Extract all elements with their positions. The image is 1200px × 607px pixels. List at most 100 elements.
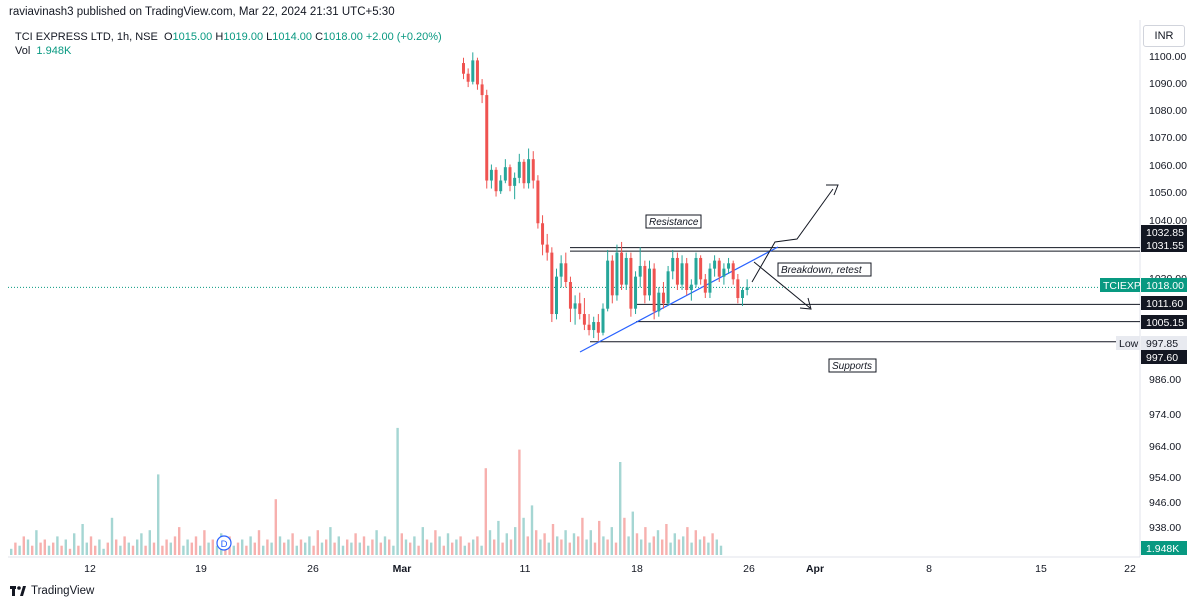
candle-body: [675, 257, 679, 285]
volume-bar: [417, 545, 420, 555]
low-tag-text: Low: [1119, 338, 1139, 350]
volume-bar: [333, 542, 336, 555]
price-tick-label: 964.00: [1149, 441, 1181, 453]
candle-body: [610, 260, 614, 296]
volume-bar: [249, 536, 252, 555]
price-tick-label: 1060.00: [1149, 160, 1187, 172]
candle-body: [527, 159, 531, 184]
annotation-text: Resistance: [649, 217, 699, 228]
price-label-level: [1141, 238, 1187, 252]
price-label-current: [1141, 278, 1187, 292]
high-value: 1019.00: [223, 31, 264, 43]
candle-body: [731, 263, 735, 280]
volume-bar: [316, 530, 319, 555]
volume-bar: [451, 542, 454, 555]
volume-bar: [396, 427, 399, 555]
candle-body: [703, 279, 707, 293]
volume-bar: [77, 545, 80, 555]
volume-bar: [14, 542, 17, 555]
high-label: H: [215, 31, 224, 43]
volume-bar: [31, 545, 34, 555]
tradingview-logo[interactable]: TradingView: [10, 585, 94, 597]
candle-body: [634, 276, 638, 309]
volume-bar: [421, 527, 424, 555]
volume-bar: [467, 542, 471, 555]
volume-bar: [148, 530, 151, 555]
symbol-description[interactable]: TCI EXPRESS LTD, 1h, NSE: [15, 31, 158, 43]
price-tick-label: 938.00: [1149, 522, 1181, 534]
time-tick-label: 22: [1124, 563, 1136, 575]
volume-bar: [589, 530, 592, 555]
volume-bar: [123, 536, 126, 555]
price-label-level: [1141, 315, 1187, 329]
volume-bar: [85, 542, 88, 555]
volume-bar: [530, 505, 534, 555]
time-tick-label: 19: [195, 563, 207, 575]
volume-bar: [547, 542, 550, 555]
volume-bar: [413, 536, 416, 555]
currency-button[interactable]: INR: [1143, 25, 1185, 47]
candle-body: [620, 252, 624, 285]
volume-bar: [10, 548, 13, 555]
close-label: C: [315, 31, 324, 43]
candle-body: [615, 252, 619, 296]
time-tick-label: 12: [84, 563, 96, 575]
volume-bar: [497, 520, 500, 555]
volume-bar: [522, 517, 525, 555]
open-value: 1015.00: [172, 31, 213, 43]
volume-bar: [358, 542, 361, 555]
ohlc-row: TCI EXPRESS LTD, 1h, NSE O1015.00 H1019.…: [15, 30, 442, 44]
candle-body: [592, 322, 596, 331]
price-tick-label: 1050.00: [1149, 187, 1187, 199]
candle-body: [475, 60, 479, 85]
price-label-text: 1011.60: [1146, 298, 1183, 310]
candle-body: [536, 180, 540, 224]
volume-bar: [476, 536, 479, 555]
price-tick-label: 954.00: [1149, 472, 1181, 484]
volume-bar: [73, 533, 76, 555]
volume-bar: [543, 533, 546, 555]
time-tick-label: 26: [743, 563, 755, 575]
annotation-box: [645, 214, 702, 229]
candle-body: [480, 84, 484, 96]
volume-bar: [505, 533, 508, 555]
volume-bar: [127, 542, 130, 555]
volume-bar: [455, 539, 458, 555]
bearish-projection-arrow: [753, 261, 811, 309]
volume-bar: [283, 542, 286, 555]
volume-bar: [43, 539, 46, 555]
volume-bar: [690, 542, 693, 555]
candle-body: [694, 257, 698, 285]
candle-body: [541, 223, 545, 245]
price-label-text: 1031.55: [1146, 240, 1184, 252]
volume-bar: [89, 536, 93, 555]
volume-bar: [199, 545, 202, 555]
volume-bar: [665, 524, 668, 555]
candle-body: [568, 281, 572, 309]
volume-bar: [241, 539, 244, 555]
volume-bar: [346, 539, 349, 555]
volume-bar: [262, 545, 265, 555]
candle-body: [582, 314, 586, 325]
volume-bar: [585, 539, 588, 555]
volume-bar: [329, 527, 332, 555]
volume-bar: [144, 545, 147, 555]
candle-body: [513, 177, 517, 186]
volume-bar: [526, 536, 529, 555]
candle-body: [462, 63, 465, 74]
volume-bar: [434, 530, 437, 555]
volume-bar: [47, 545, 51, 555]
tradingview-brand: TradingView: [31, 585, 95, 597]
candle-body: [722, 268, 726, 277]
volume-bar: [308, 536, 311, 555]
volume-bar: [341, 545, 345, 555]
volume-bar: [39, 542, 42, 555]
dividend-marker: [216, 535, 232, 551]
candle-body: [624, 257, 628, 285]
volume-bar: [110, 517, 114, 555]
volume-bar: [157, 474, 160, 555]
candle-body: [517, 161, 521, 178]
volume-bar: [484, 468, 487, 555]
volume-bar: [488, 530, 492, 555]
